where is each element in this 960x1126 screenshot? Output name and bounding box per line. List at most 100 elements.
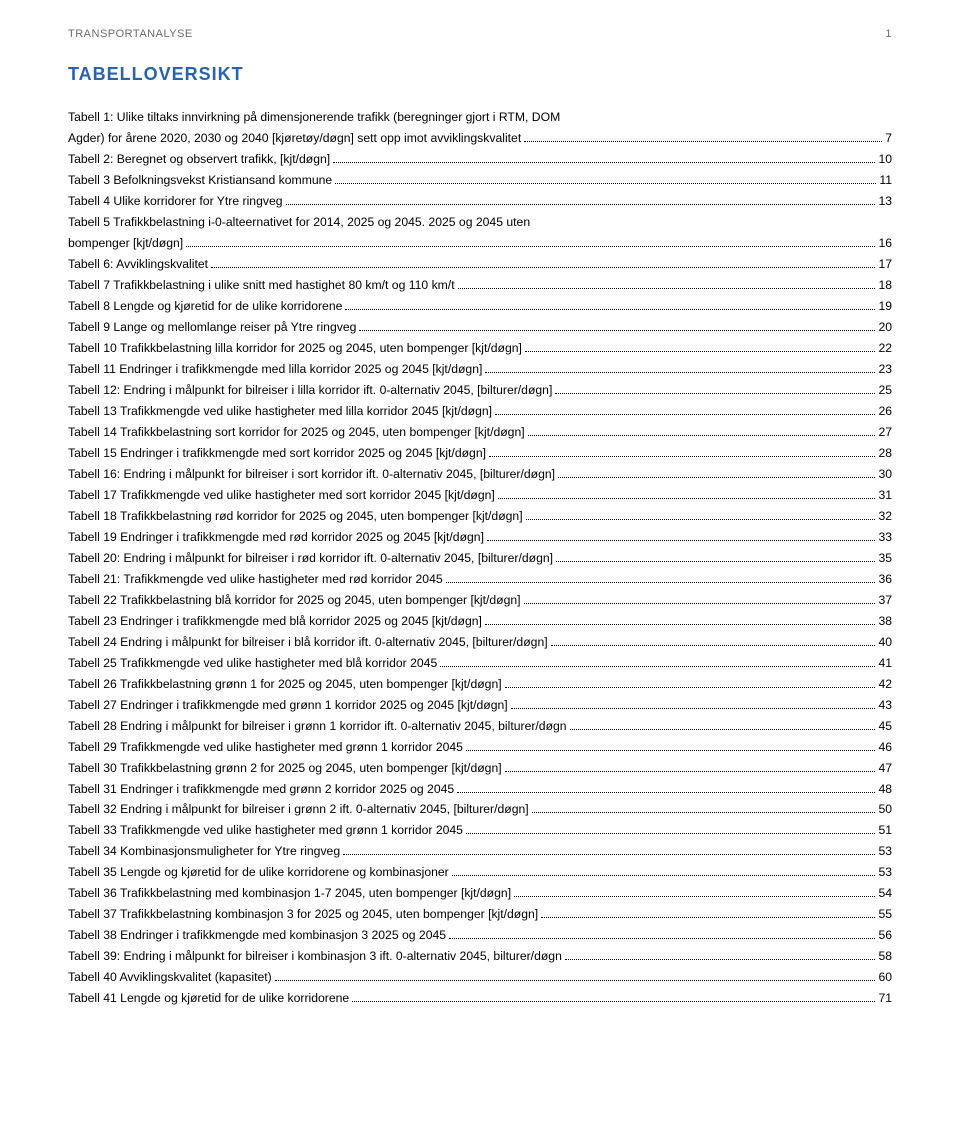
toc-label: Tabell 31 Endringer i trafikkmengde med … (68, 779, 454, 800)
toc-leader-dots (275, 980, 876, 981)
toc-page-number: 51 (878, 820, 892, 841)
toc-leader-dots (186, 246, 875, 247)
toc-page-number: 58 (878, 946, 892, 967)
toc-row: Tabell 4 Ulike korridorer for Ytre ringv… (68, 191, 892, 212)
toc-row: Tabell 38 Endringer i trafikkmengde med … (68, 925, 892, 946)
toc-list: Tabell 1: Ulike tiltaks innvirkning på d… (68, 107, 892, 1009)
toc-row: Tabell 27 Endringer i trafikkmengde med … (68, 695, 892, 716)
toc-label: Tabell 25 Trafikkmengde ved ulike hastig… (68, 653, 437, 674)
toc-leader-dots (359, 330, 875, 331)
toc-label: Tabell 34 Kombinasjonsmuligheter for Ytr… (68, 841, 340, 862)
toc-label: Tabell 20: Endring i målpunkt for bilrei… (68, 548, 553, 569)
toc-page-number: 50 (878, 799, 892, 820)
toc-page-number: 56 (878, 925, 892, 946)
toc-leader-dots (524, 141, 882, 142)
toc-page-number: 10 (878, 149, 892, 170)
toc-page-number: 17 (878, 254, 892, 275)
toc-leader-dots (286, 204, 876, 205)
toc-label: Tabell 18 Trafikkbelastning rød korridor… (68, 506, 523, 527)
header-left: TRANSPORTANALYSE (68, 28, 193, 40)
toc-label: Tabell 35 Lengde og kjøretid for de ulik… (68, 862, 449, 883)
toc-leader-dots (487, 540, 875, 541)
toc-label: Tabell 3 Befolkningsvekst Kristiansand k… (68, 170, 332, 191)
toc-page-number: 28 (878, 443, 892, 464)
toc-row: bompenger [kjt/døgn] 16 (68, 233, 892, 254)
toc-label: bompenger [kjt/døgn] (68, 233, 183, 254)
toc-label: Tabell 33 Trafikkmengde ved ulike hastig… (68, 820, 463, 841)
toc-leader-dots (466, 833, 875, 834)
toc-leader-dots (526, 519, 876, 520)
toc-page-number: 13 (878, 191, 892, 212)
toc-row: Tabell 36 Trafikkbelastning med kombinas… (68, 883, 892, 904)
toc-label: Tabell 26 Trafikkbelastning grønn 1 for … (68, 674, 502, 695)
toc-leader-dots (335, 183, 876, 184)
page-header: TRANSPORTANALYSE 1 (68, 28, 892, 40)
toc-label: Tabell 27 Endringer i trafikkmengde med … (68, 695, 508, 716)
toc-label: Tabell 14 Trafikkbelastning sort korrido… (68, 422, 525, 443)
toc-label: Tabell 19 Endringer i trafikkmengde med … (68, 527, 484, 548)
toc-leader-dots (514, 896, 875, 897)
toc-label: Tabell 5 Trafikkbelastning i-0-alteernat… (68, 212, 530, 233)
toc-label: Tabell 12: Endring i målpunkt for bilrei… (68, 380, 552, 401)
toc-leader-dots (505, 687, 876, 688)
toc-label: Tabell 37 Trafikkbelastning kombinasjon … (68, 904, 538, 925)
toc-label: Tabell 40 Avviklingskvalitet (kapasitet) (68, 967, 272, 988)
toc-leader-dots (452, 875, 876, 876)
toc-label: Tabell 23 Endringer i trafikkmengde med … (68, 611, 482, 632)
toc-label: Tabell 21: Trafikkmengde ved ulike hasti… (68, 569, 443, 590)
toc-row: Tabell 12: Endring i målpunkt for bilrei… (68, 380, 892, 401)
toc-label: Tabell 30 Trafikkbelastning grønn 2 for … (68, 758, 502, 779)
toc-row: Tabell 18 Trafikkbelastning rød korridor… (68, 506, 892, 527)
toc-page-number: 42 (878, 674, 892, 695)
toc-leader-dots (457, 792, 875, 793)
toc-row: Tabell 6: Avviklingskvalitet 17 (68, 254, 892, 275)
toc-page-number: 37 (878, 590, 892, 611)
toc-row: Tabell 20: Endring i målpunkt for bilrei… (68, 548, 892, 569)
toc-page-number: 43 (878, 695, 892, 716)
toc-leader-dots (505, 771, 876, 772)
toc-row: Tabell 13 Trafikkmengde ved ulike hastig… (68, 401, 892, 422)
toc-label: Tabell 11 Endringer i trafikkmengde med … (68, 359, 482, 380)
toc-row: Tabell 23 Endringer i trafikkmengde med … (68, 611, 892, 632)
toc-row: Tabell 19 Endringer i trafikkmengde med … (68, 527, 892, 548)
toc-label: Tabell 4 Ulike korridorer for Ytre ringv… (68, 191, 283, 212)
toc-row: Tabell 26 Trafikkbelastning grønn 1 for … (68, 674, 892, 695)
toc-row: Tabell 1: Ulike tiltaks innvirkning på d… (68, 107, 892, 128)
toc-row: Tabell 5 Trafikkbelastning i-0-alteernat… (68, 212, 892, 233)
toc-row: Tabell 32 Endring i målpunkt for bilreis… (68, 799, 892, 820)
toc-row: Tabell 35 Lengde og kjøretid for de ulik… (68, 862, 892, 883)
toc-page-number: 7 (885, 128, 892, 149)
section-title: TABELLOVERSIKT (68, 64, 892, 85)
toc-row: Tabell 10 Trafikkbelastning lilla korrid… (68, 338, 892, 359)
toc-page-number: 35 (878, 548, 892, 569)
toc-page-number: 33 (878, 527, 892, 548)
toc-page-number: 54 (878, 883, 892, 904)
toc-page-number: 45 (878, 716, 892, 737)
toc-leader-dots (570, 729, 876, 730)
toc-row: Tabell 2: Beregnet og observert trafikk,… (68, 149, 892, 170)
toc-page-number: 26 (878, 401, 892, 422)
toc-row: Tabell 33 Trafikkmengde ved ulike hastig… (68, 820, 892, 841)
toc-row: Tabell 9 Lange og mellomlange reiser på … (68, 317, 892, 338)
toc-label: Tabell 41 Lengde og kjøretid for de ulik… (68, 988, 349, 1009)
toc-leader-dots (440, 666, 875, 667)
toc-leader-dots (555, 393, 875, 394)
toc-label: Tabell 15 Endringer i trafikkmengde med … (68, 443, 486, 464)
toc-page-number: 41 (878, 653, 892, 674)
toc-label: Tabell 10 Trafikkbelastning lilla korrid… (68, 338, 522, 359)
toc-label: Tabell 28 Endring i målpunkt for bilreis… (68, 716, 567, 737)
toc-page-number: 38 (878, 611, 892, 632)
toc-page-number: 48 (878, 779, 892, 800)
toc-label: Tabell 38 Endringer i trafikkmengde med … (68, 925, 446, 946)
toc-label: Tabell 24 Endring i målpunkt for bilreis… (68, 632, 548, 653)
toc-leader-dots (449, 938, 875, 939)
header-page-number: 1 (885, 28, 892, 40)
toc-leader-dots (528, 435, 876, 436)
toc-row: Tabell 11 Endringer i trafikkmengde med … (68, 359, 892, 380)
toc-leader-dots (524, 603, 876, 604)
toc-row: Tabell 22 Trafikkbelastning blå korridor… (68, 590, 892, 611)
toc-row: Tabell 34 Kombinasjonsmuligheter for Ytr… (68, 841, 892, 862)
toc-leader-dots (345, 309, 875, 310)
toc-page-number: 25 (878, 380, 892, 401)
toc-row: Tabell 25 Trafikkmengde ved ulike hastig… (68, 653, 892, 674)
